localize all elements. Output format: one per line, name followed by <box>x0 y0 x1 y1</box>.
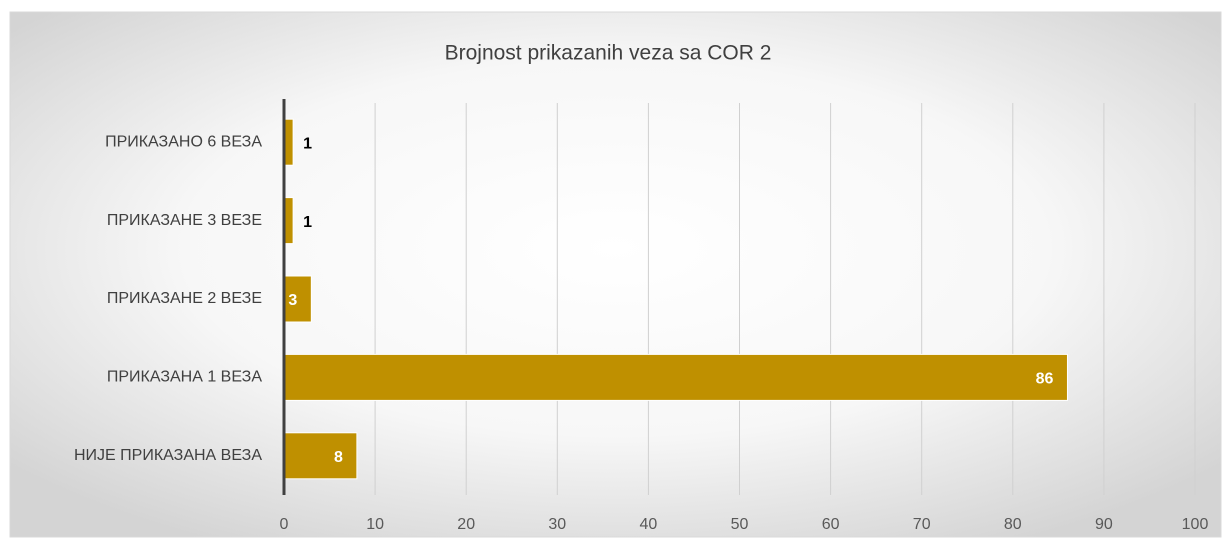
data-label: 8 <box>334 449 343 466</box>
y-tick-label: ПРИКАЗАНЕ 3 ВЕЗЕ <box>107 212 262 229</box>
x-tick-label: 80 <box>1004 516 1022 533</box>
x-tick-label: 30 <box>548 516 566 533</box>
x-tick-label: 100 <box>1182 516 1209 533</box>
x-tick-label: 40 <box>640 516 658 533</box>
y-tick-label: НИЈЕ ПРИКАЗАНА ВЕЗА <box>74 447 262 464</box>
x-tick-label: 70 <box>913 516 931 533</box>
bar <box>283 432 358 480</box>
chart-title: Brojnost prikazanih veza sa COR 2 <box>445 42 772 65</box>
x-tick-label: 20 <box>457 516 475 533</box>
data-label: 3 <box>288 292 297 309</box>
x-tick-label: 0 <box>280 516 289 533</box>
y-tick-label: ПРИКАЗАНЕ 2 ВЕЗЕ <box>107 290 262 307</box>
x-tick-label: 90 <box>1095 516 1113 533</box>
x-tick-label: 50 <box>731 516 749 533</box>
x-tick-label: 60 <box>822 516 840 533</box>
data-label: 1 <box>303 135 312 152</box>
chart-area <box>9 11 1222 538</box>
bar <box>283 353 1068 401</box>
y-tick-label: ПРИКАЗАНО 6 ВЕЗА <box>105 133 262 150</box>
data-label: 86 <box>1036 371 1054 388</box>
data-label: 1 <box>303 214 312 231</box>
x-tick-label: 10 <box>366 516 384 533</box>
y-tick-label: ПРИКАЗАНА 1 ВЕЗА <box>107 369 262 386</box>
